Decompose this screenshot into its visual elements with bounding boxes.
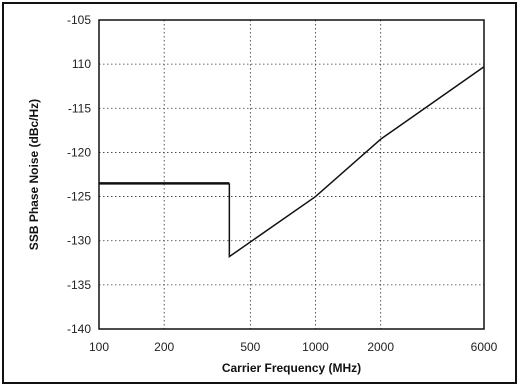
- y-tick-label: 110: [72, 57, 91, 71]
- x-tick-label: 100: [89, 340, 109, 354]
- y-tick-label: -105: [67, 13, 91, 27]
- x-tick-label: 2000: [367, 340, 394, 354]
- plot-area: [98, 19, 485, 330]
- x-tick-label: 6000: [471, 340, 498, 354]
- y-tick-label: -135: [67, 278, 91, 292]
- y-tick-label: -125: [67, 190, 91, 204]
- x-tick-label: 200: [154, 340, 174, 354]
- x-axis-label: Carrier Frequency (MHz): [222, 361, 361, 375]
- y-tick-label: -115: [68, 101, 91, 115]
- y-tick-label: -120: [67, 145, 91, 159]
- y-tick-label: -140: [67, 322, 91, 336]
- x-axis: 100 200 500 1000 2000 6000: [89, 340, 498, 354]
- y-tick-label: -130: [67, 234, 91, 248]
- y-axis: -105 110 -115 -120 -125 -130 -135 -140: [67, 13, 91, 336]
- phase-noise-chart: -105 110 -115 -120 -125 -130 -135 -140 100 200 50…: [27, 13, 498, 375]
- x-tick-label: 500: [240, 340, 260, 354]
- chart-frame: -105 110 -115 -120 -125 -130 -135 -140 100 200 50…: [2, 2, 517, 384]
- y-axis-label: SSB Phase Noise (dBc/Hz): [27, 99, 41, 250]
- series-line: [228, 66, 485, 259]
- grid: [99, 20, 484, 329]
- x-tick-label: 1000: [302, 340, 329, 354]
